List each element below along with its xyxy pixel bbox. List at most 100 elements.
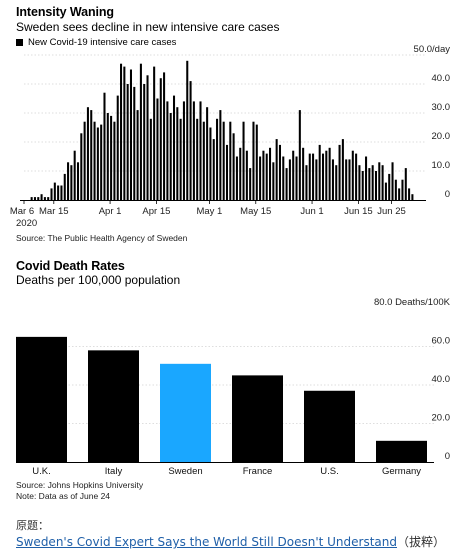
case-bar <box>206 107 209 200</box>
legend-label: New Covid-19 intensive care cases <box>28 37 177 48</box>
case-bar <box>189 81 192 200</box>
case-bar <box>249 168 252 200</box>
case-bar <box>408 188 411 200</box>
case-bar <box>341 139 344 200</box>
case-bar <box>328 147 331 200</box>
chart2-source-line2: Note: Data as of June 24 <box>16 491 111 501</box>
case-bar <box>166 101 169 200</box>
case-bar <box>222 121 225 200</box>
chart1-title: Intensity Waning <box>16 5 114 19</box>
case-bar <box>285 168 288 200</box>
category-label: France <box>243 466 273 477</box>
y-tick-label: 40.0 <box>432 73 451 84</box>
case-bar <box>212 139 215 200</box>
category-label: U.K. <box>32 466 50 477</box>
case-bar <box>159 78 162 200</box>
case-bar <box>312 153 315 200</box>
chart2-source-line1: Source: Johns Hopkins University <box>16 480 144 490</box>
case-bar <box>93 121 96 200</box>
case-bar <box>295 156 298 200</box>
case-bar <box>255 124 258 200</box>
y-tick-label: 30.0 <box>432 102 451 113</box>
case-bar <box>345 159 348 200</box>
x-tick-label: Jun 25 <box>377 206 406 217</box>
case-bar <box>338 144 341 200</box>
y-tick-label: 20.0 <box>432 413 451 424</box>
intensive-care-chart: 0 10.0 20.0 30.0 40.0 50.0/day Mar 6 Mar 15 Apr … <box>10 44 451 229</box>
rate-bar <box>376 440 427 462</box>
case-bar <box>126 84 129 200</box>
case-bar <box>298 110 301 200</box>
x-tick-label: Mar 15 <box>39 206 69 217</box>
case-bar <box>143 84 146 200</box>
case-bar <box>80 133 83 200</box>
chart1-legend: New Covid-19 intensive care cases <box>16 37 176 48</box>
case-bar <box>90 110 93 200</box>
case-bar <box>113 121 116 200</box>
case-bar <box>136 110 139 200</box>
case-bar <box>86 107 89 200</box>
case-bar <box>176 107 179 200</box>
case-bar <box>318 144 321 200</box>
x-tick-label: Mar 6 <box>10 206 34 217</box>
case-bar <box>202 121 205 200</box>
case-bar <box>384 182 387 200</box>
case-bar <box>378 162 381 200</box>
case-bar <box>252 121 255 200</box>
case-bar <box>186 60 189 200</box>
case-bar <box>315 159 318 200</box>
case-bar <box>348 159 351 200</box>
case-bar <box>196 118 199 200</box>
case-bar <box>182 101 185 200</box>
case-bar <box>103 92 106 200</box>
year-label: 2020 <box>16 218 37 229</box>
case-bar <box>53 182 56 200</box>
case-bar <box>209 127 212 200</box>
case-bar <box>96 127 99 200</box>
case-bar <box>139 63 142 201</box>
rate-bar <box>160 363 211 462</box>
chart2-source: Source: Johns Hopkins University Note: D… <box>16 480 143 502</box>
chart2-subtitle: Deaths per 100,000 population <box>16 273 181 287</box>
case-bar <box>153 66 156 200</box>
case-bar <box>37 197 40 200</box>
case-bar <box>73 150 76 200</box>
case-bar <box>335 165 338 200</box>
case-bar <box>282 156 285 200</box>
case-bar <box>110 115 113 200</box>
rate-bar <box>232 375 283 463</box>
case-bar <box>259 156 262 200</box>
case-bar <box>381 165 384 200</box>
chart1-source: Source: The Public Health Agency of Swed… <box>16 233 188 243</box>
case-bar <box>272 162 275 200</box>
case-bar <box>239 147 242 200</box>
case-bar <box>361 171 364 200</box>
case-bar <box>374 171 378 200</box>
case-bar <box>83 121 86 200</box>
case-bar <box>192 101 195 200</box>
category-label: Sweden <box>168 466 202 477</box>
case-bar <box>269 147 272 200</box>
chart1-subtitle: Sweden sees decline in new intensive car… <box>16 20 280 34</box>
article-link[interactable]: Sweden's Covid Expert Says the World Sti… <box>16 535 397 549</box>
case-bar <box>63 173 66 200</box>
case-bar <box>351 150 354 200</box>
case-bar <box>225 144 229 200</box>
case-bar <box>146 75 149 200</box>
case-bar <box>100 124 103 200</box>
case-bar <box>163 72 166 200</box>
y-tick-label: 0 <box>445 451 450 462</box>
case-bar <box>278 144 281 200</box>
case-bar <box>47 197 50 200</box>
case-bar <box>368 168 371 200</box>
x-tick-label: Apr 15 <box>142 206 170 217</box>
case-bar <box>401 179 404 200</box>
rate-bar <box>88 350 139 462</box>
case-bar <box>172 95 176 200</box>
case-bar <box>169 113 172 200</box>
category-label: U.S. <box>320 466 338 477</box>
case-bar <box>235 156 238 200</box>
case-bar <box>50 188 53 200</box>
case-bar <box>129 69 132 200</box>
case-bar <box>308 153 311 200</box>
